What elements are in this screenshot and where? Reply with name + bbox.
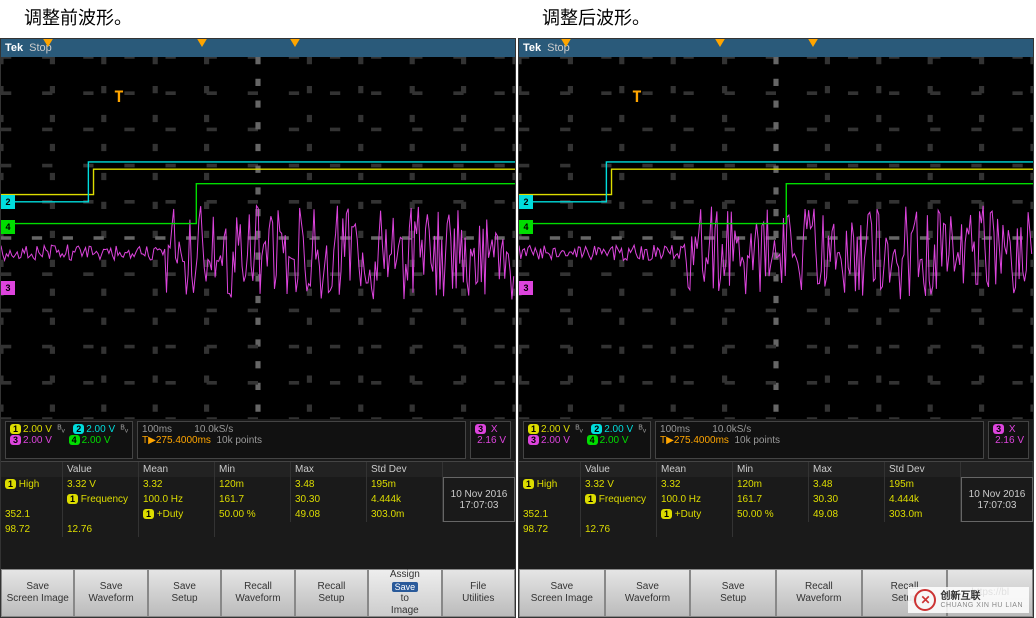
trig-delay-marker[interactable] <box>807 38 819 47</box>
waveform-display: T 2 4 3 <box>1 57 515 419</box>
ch3-indicator[interactable]: 3 <box>1 281 15 295</box>
timebase-box: 100ms 10.0kS/s T▶275.4000ms 10k points <box>655 421 984 459</box>
channel-readout: 12.00 V ᴮᵥ 22.00 V ᴮᵥ 32.00 V 42.00 V 10… <box>519 419 1033 461</box>
softkey[interactable]: RecallWaveform <box>221 569 294 617</box>
watermark-cn: 创新互联 <box>940 591 1023 602</box>
softkeys: SaveScreen ImageSaveWaveformSaveSetupRec… <box>1 569 515 617</box>
softkey-file[interactable]: FileUtilities <box>442 569 515 617</box>
ch4-indicator[interactable]: 4 <box>519 220 533 234</box>
softkey[interactable]: SaveScreen Image <box>1 569 74 617</box>
scope-after: Tek Stop T 2 4 3 12.00 V ᴮᵥ 22.00 V ᴮᵥ 3… <box>518 38 1034 618</box>
ch1-ch3-box: 12.00 V ᴮᵥ 22.00 V ᴮᵥ 32.00 V 42.00 V <box>5 421 133 459</box>
bottom-block: 12.00 V ᴮᵥ 22.00 V ᴮᵥ 32.00 V 42.00 V 10… <box>1 419 515 617</box>
trig-marker[interactable] <box>196 38 208 47</box>
softkey[interactable]: SaveSetup <box>690 569 776 617</box>
trig-t-icon: T <box>632 87 642 106</box>
ch2-indicator[interactable]: 2 <box>519 195 533 209</box>
tek-logo: Tek <box>523 42 541 54</box>
tek-bar: Tek Stop <box>1 39 515 57</box>
timestamp: 10 Nov 201617:07:03 <box>443 477 515 522</box>
tek-bar: Tek Stop <box>519 39 1033 57</box>
watermark-py: CHUANG XIN HU LIAN <box>940 602 1023 610</box>
softkey[interactable]: SaveScreen Image <box>519 569 605 617</box>
softkey[interactable]: RecallSetup <box>295 569 368 617</box>
scope-before: Tek Stop T 2 4 3 12.00 V ᴮᵥ 22.00 V ᴮᵥ 3… <box>0 38 516 618</box>
trig-delay-marker[interactable] <box>289 38 301 47</box>
panel-before: 调整前波形。 Tek Stop T 2 4 3 12.00 V ᴮᵥ 22.00… <box>0 0 518 618</box>
caption-after: 调整后波形。 <box>518 0 1034 38</box>
trig-t-icon: T <box>114 87 124 106</box>
ch2-indicator[interactable]: 2 <box>1 195 15 209</box>
timebase-box: 100ms 10.0kS/s T▶275.4000ms 10k points <box>137 421 466 459</box>
trigger-box: 3 X 2.16 V <box>470 421 511 459</box>
softkey[interactable]: SaveSetup <box>148 569 221 617</box>
watermark-logo-icon: ✕ <box>914 589 936 611</box>
softkey[interactable]: SaveWaveform <box>74 569 147 617</box>
trigger-box: 3 X 2.16 V <box>988 421 1029 459</box>
softkey[interactable]: SaveWaveform <box>605 569 691 617</box>
watermark: ✕ 创新互联 CHUANG XIN HU LIAN <box>908 587 1029 613</box>
softkey[interactable]: RecallWaveform <box>776 569 862 617</box>
trig-marker[interactable] <box>714 38 726 47</box>
ch1-ch3-box: 12.00 V ᴮᵥ 22.00 V ᴮᵥ 32.00 V 42.00 V <box>523 421 651 459</box>
timestamp: 10 Nov 201617:07:03 <box>961 477 1033 522</box>
panel-after: 调整后波形。 Tek Stop T 2 4 3 12.00 V ᴮᵥ 22.00… <box>518 0 1036 618</box>
tek-logo: Tek <box>5 42 23 54</box>
trig-pos-marker[interactable] <box>42 38 54 47</box>
ch4-indicator[interactable]: 4 <box>1 220 15 234</box>
caption-before: 调整前波形。 <box>0 0 516 38</box>
waveform-display: T 2 4 3 <box>519 57 1033 419</box>
ch3-indicator[interactable]: 3 <box>519 281 533 295</box>
measurement-table: ValueMeanMinMaxStd Dev1 High3.32 V3.3212… <box>519 461 1033 569</box>
softkey-assign[interactable]: AssignSavetoImage <box>368 569 441 617</box>
trig-pos-marker[interactable] <box>560 38 572 47</box>
channel-readout: 12.00 V ᴮᵥ 22.00 V ᴮᵥ 32.00 V 42.00 V 10… <box>1 419 515 461</box>
measurement-table: ValueMeanMinMaxStd Dev1 High3.32 V3.3212… <box>1 461 515 569</box>
